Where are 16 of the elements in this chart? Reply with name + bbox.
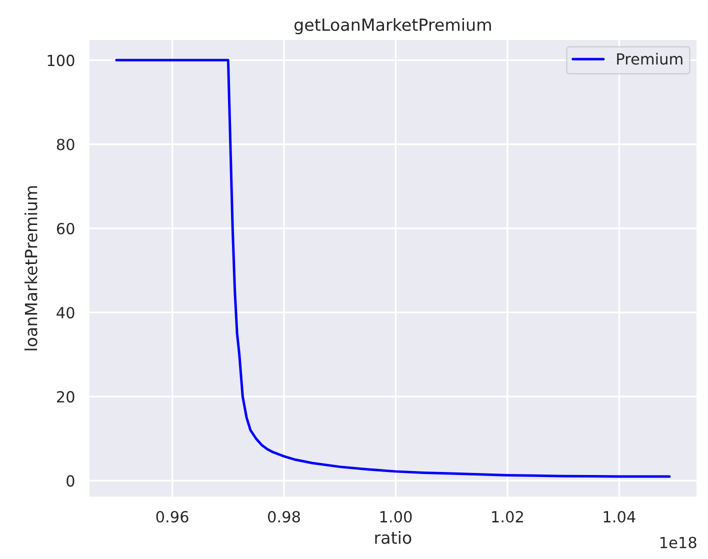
x-tick-label: 1.02 (492, 510, 523, 523)
chart-title: getLoanMarketPremium (294, 18, 491, 34)
x-tick-label: 0.98 (268, 510, 300, 523)
x-axis-title: ratio (375, 531, 412, 544)
y-axis-title: loanMarketPremium (24, 186, 38, 350)
y-tick-label: 20 (56, 391, 74, 403)
legend-label: Premium (617, 52, 682, 65)
y-tick-label: 0 (66, 475, 74, 487)
text: 1e18 (660, 536, 696, 548)
y-tick-label: 40 (56, 306, 74, 318)
x-tick-label: 1.00 (380, 510, 412, 523)
x-tick-label: 0.96 (156, 510, 188, 523)
y-tick-label: 100 (48, 54, 74, 66)
x-tick-label: 1.04 (604, 510, 636, 523)
y-tick-label: 60 (56, 222, 74, 234)
y-tick-label: 80 (56, 138, 74, 150)
